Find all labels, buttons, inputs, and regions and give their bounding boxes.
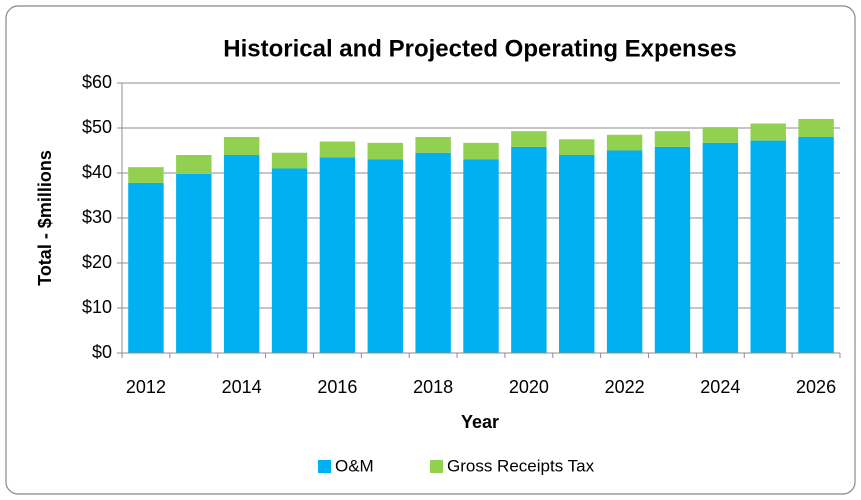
bar-segment <box>750 140 786 353</box>
bar-segment <box>271 152 308 169</box>
bar-segment <box>463 159 499 353</box>
legend-label: Gross Receipts Tax <box>447 456 595 475</box>
bar-segment <box>223 137 260 155</box>
bar-segment <box>415 152 451 353</box>
bar-segment <box>271 168 308 353</box>
bar-segment <box>128 167 164 183</box>
y-axis-label: Total - $millions <box>35 150 55 286</box>
y-tick-label: $20 <box>82 252 112 272</box>
bar-segment <box>463 142 499 160</box>
x-axis-label: Year <box>461 412 499 432</box>
x-tick-label: 2026 <box>796 377 836 397</box>
bar-segment <box>654 131 691 147</box>
bar-segment <box>319 157 356 353</box>
y-tick-label: $30 <box>82 207 112 227</box>
x-tick-label: 2012 <box>126 377 166 397</box>
bar-segment <box>654 146 691 353</box>
bar-segment <box>367 142 403 160</box>
bar-segment <box>319 141 356 158</box>
bar-segment <box>367 159 403 353</box>
x-tick-label: 2018 <box>413 377 453 397</box>
y-tick-label: $50 <box>82 117 112 137</box>
legend-label: O&M <box>335 456 374 475</box>
y-tick-label: $0 <box>92 342 112 362</box>
x-tick-label: 2022 <box>605 377 645 397</box>
bar-segment <box>511 146 547 353</box>
bar-segment <box>128 182 164 353</box>
bar-segment <box>559 139 595 155</box>
y-tick-label: $40 <box>82 162 112 182</box>
bar-segment <box>511 131 547 147</box>
bar-segment <box>559 155 595 353</box>
bar-segment <box>176 173 212 353</box>
bar-segment <box>798 137 834 353</box>
y-tick-label: $10 <box>82 297 112 317</box>
bar-segment <box>415 137 451 153</box>
x-tick-label: 2014 <box>222 377 262 397</box>
legend-swatch <box>430 460 443 473</box>
chart-title: Historical and Projected Operating Expen… <box>223 35 737 62</box>
x-tick-label: 2024 <box>700 377 740 397</box>
y-tick-label: $60 <box>82 72 112 92</box>
bar-segment <box>606 134 643 151</box>
bar-segment <box>176 155 212 174</box>
x-tick-label: 2016 <box>317 377 357 397</box>
bar-segment <box>606 150 643 353</box>
bar-segment <box>750 123 786 141</box>
bar-segment <box>702 142 739 353</box>
legend-swatch <box>318 460 331 473</box>
bar-segment <box>798 119 834 137</box>
bar-segment <box>223 155 260 353</box>
x-tick-label: 2020 <box>509 377 549 397</box>
bar-segment <box>702 127 739 143</box>
